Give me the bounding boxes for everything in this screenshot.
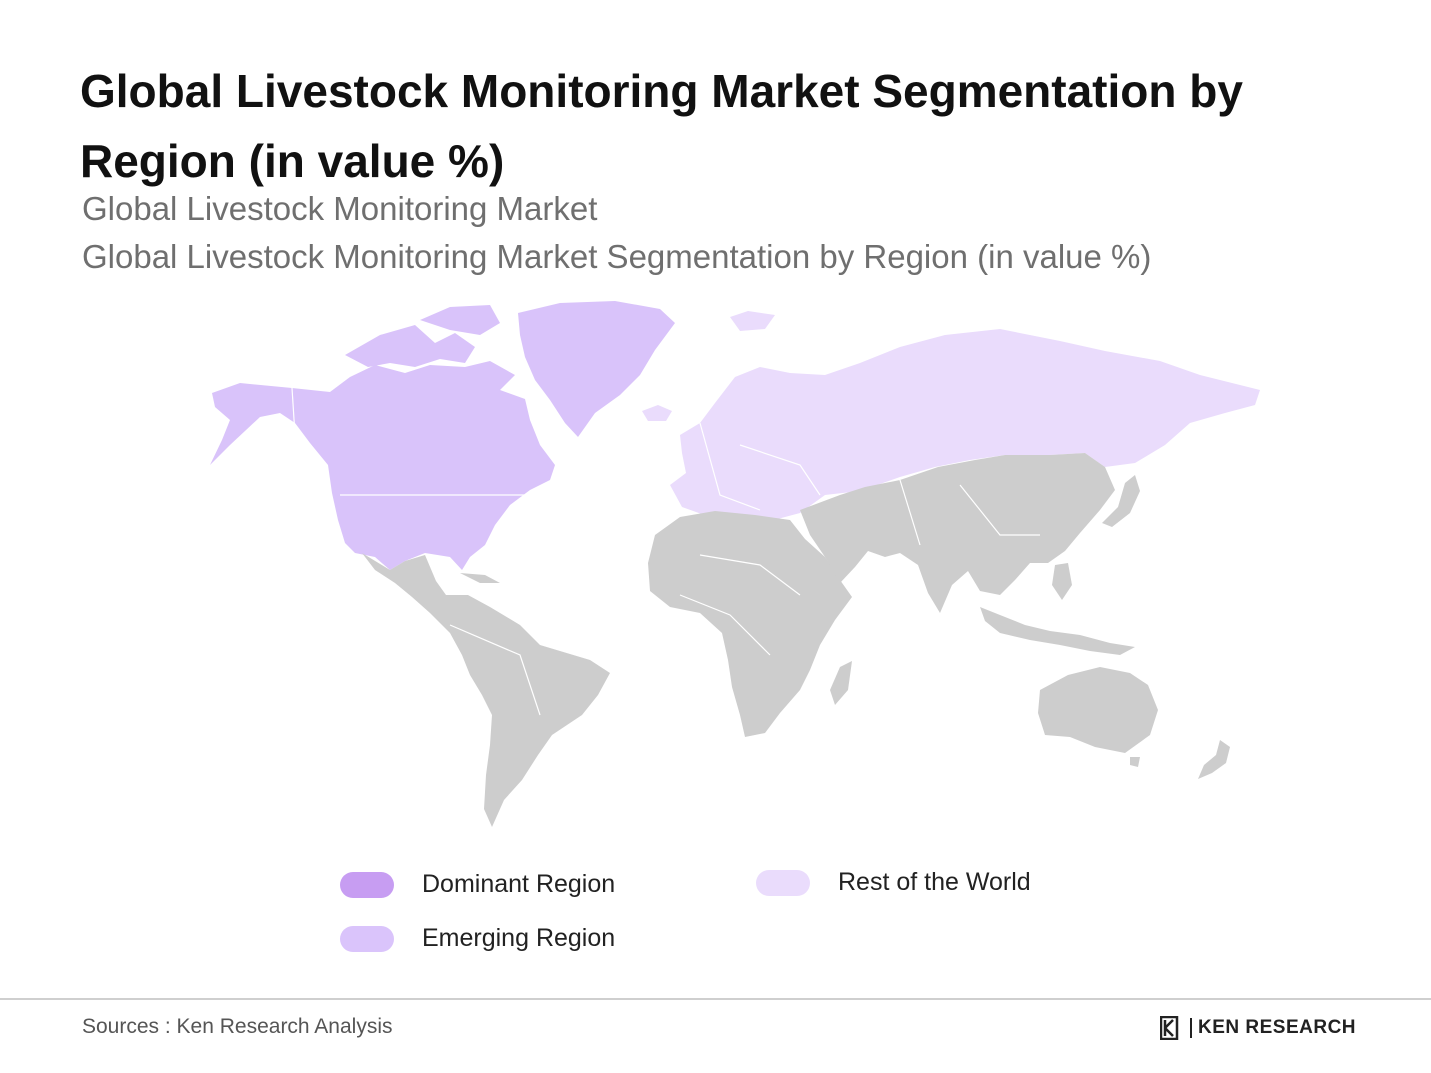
subtitle-market: Global Livestock Monitoring Market [82, 190, 598, 227]
country-borders [291, 387, 1040, 716]
legend-emerging-swatch [340, 925, 394, 952]
ken-research-logo: KEN RESEARCH [1160, 1016, 1356, 1040]
region-japan [1102, 475, 1140, 527]
legend-dominant: Dominant Region [340, 870, 615, 899]
region-new-zealand [1198, 740, 1230, 779]
ken-research-logo-icon [1160, 1016, 1179, 1040]
chart-title: Global Livestock Monitoring Market Segme… [80, 65, 1243, 187]
region-arctic-islands-north [420, 305, 500, 335]
region-caribbean [460, 573, 500, 583]
region-southeast-asia-islands [980, 607, 1135, 655]
legend-rest-label: Rest of the World [838, 868, 1031, 896]
region-australia [1038, 667, 1158, 753]
legend-emerging-label: Emerging Region [422, 924, 616, 952]
legend-emerging: Emerging Region [340, 924, 615, 953]
legend-rest-swatch [756, 869, 810, 896]
footer-divider [0, 998, 1431, 1000]
legend-dominant-label: Dominant Region [422, 870, 616, 898]
source-note: Sources : Ken Research Analysis [82, 1015, 393, 1038]
region-europe-russia [670, 329, 1260, 521]
region-asia [800, 453, 1115, 613]
world-map [210, 301, 1260, 827]
region-svalbard [730, 311, 775, 331]
region-tasmania [1130, 757, 1140, 767]
region-iceland [642, 405, 672, 421]
region-arctic-islands [345, 325, 475, 367]
region-north-america [210, 361, 555, 570]
legend-rest: Rest of the World [756, 868, 1031, 897]
ken-research-logo-text: KEN RESEARCH [1198, 1017, 1357, 1038]
subtitle-segmentation: Global Livestock Monitoring Market Segme… [82, 238, 1152, 275]
region-africa [648, 511, 852, 737]
region-greenland [518, 301, 675, 437]
legend-dominant-swatch [340, 871, 394, 898]
region-madagascar [830, 661, 852, 705]
region-philippines [1052, 563, 1072, 600]
region-latin-america [362, 553, 610, 827]
